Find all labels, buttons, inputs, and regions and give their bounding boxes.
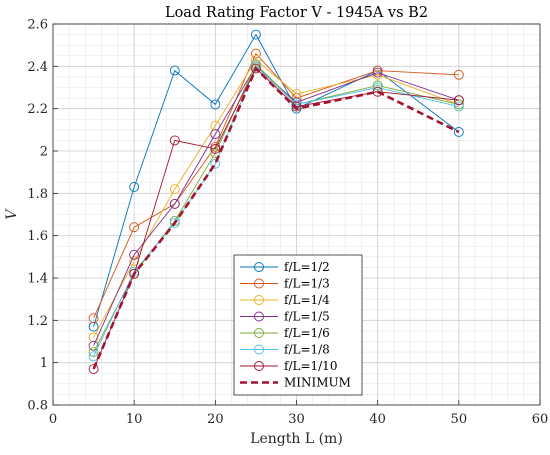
y-tick-label: 1 <box>40 356 48 371</box>
legend-label: f/L=1/4 <box>284 293 330 307</box>
data-point <box>88 313 99 324</box>
legend-label: f/L=1/8 <box>284 343 330 357</box>
x-tick-label: 40 <box>369 412 386 427</box>
x-tick-label: 0 <box>49 412 57 427</box>
data-point <box>129 268 140 279</box>
data-point <box>453 95 464 106</box>
data-point <box>372 67 383 78</box>
legend-swatch-marker <box>254 278 264 289</box>
data-point <box>210 158 221 169</box>
y-axis-ticks: 0.8 1 1.2 1.4 1.6 1.8 2 2.2 2.4 2.6 <box>27 18 58 414</box>
legend-swatch-marker <box>254 295 264 305</box>
legend-label: f/L=1/2 <box>284 260 330 274</box>
data-point <box>129 182 140 192</box>
series-f-l-1-10 <box>88 63 464 374</box>
series-minimum <box>92 66 460 370</box>
legend-entry: f/L=1/5 <box>240 310 330 324</box>
legend-label: f/L=1/5 <box>284 310 330 324</box>
data-point <box>129 249 140 260</box>
series-line <box>92 66 460 370</box>
series-line <box>93 67 459 370</box>
legend-label: f/L=1/6 <box>284 326 330 340</box>
data-point <box>129 222 140 233</box>
legend-box <box>233 254 363 396</box>
data-point <box>210 141 221 152</box>
chart-title: Load Rating Factor V - 1945A vs B2 <box>165 5 428 21</box>
data-point <box>291 101 302 112</box>
data-point <box>169 215 180 226</box>
y-tick-label: 1.6 <box>27 229 48 244</box>
data-point <box>453 101 464 112</box>
y-tick-label: 2.6 <box>27 18 48 33</box>
legend-swatch-marker <box>254 344 264 355</box>
y-tick-label: 2.4 <box>27 60 48 75</box>
legend-entry: f/L=1/8 <box>240 343 330 357</box>
data-point <box>210 120 221 131</box>
legend: f/L=1/2 f/L=1/3 f/L=1/4 f/L=1/5 f/L=1/6 f/L=1… <box>233 254 363 396</box>
y-tick-label: 2.2 <box>27 102 48 117</box>
data-point <box>88 321 99 332</box>
data-point <box>88 364 99 374</box>
data-point <box>210 143 221 154</box>
legend-swatch-marker <box>254 328 264 338</box>
legend-entry: f/L=1/6 <box>240 326 330 340</box>
data-point <box>169 135 180 146</box>
data-point <box>453 126 464 137</box>
legend-swatch-marker <box>254 311 264 322</box>
legend-swatch-marker <box>254 361 264 371</box>
legend-entry: f/L=1/10 <box>240 359 337 373</box>
data-point <box>88 340 99 351</box>
data-point <box>453 99 464 110</box>
x-tick-label: 30 <box>288 412 305 427</box>
data-point <box>210 129 221 140</box>
data-point <box>250 63 261 74</box>
data-point <box>129 256 140 267</box>
y-axis-label: V <box>4 208 20 220</box>
data-point <box>169 198 180 209</box>
x-axis-ticks: 0 10 20 30 40 50 60 <box>49 400 548 427</box>
data-point <box>453 69 464 80</box>
legend-swatch-marker <box>254 262 264 272</box>
legend-entry: f/L=1/2 <box>240 260 330 274</box>
data-point <box>88 332 99 343</box>
series-layer <box>88 29 464 374</box>
data-point <box>169 218 180 228</box>
data-point <box>88 347 99 358</box>
series-line <box>93 33 460 327</box>
y-tick-label: 1.8 <box>27 187 48 202</box>
legend-entry: f/L=1/4 <box>240 293 330 307</box>
x-tick-label: 50 <box>451 412 468 427</box>
data-point <box>372 80 383 91</box>
series-line <box>93 65 459 346</box>
y-tick-label: 1.2 <box>27 314 48 329</box>
y-tick-label: 1.4 <box>27 272 48 287</box>
x-axis-label: Length L (m) <box>250 431 343 447</box>
x-tick-label: 20 <box>207 412 224 427</box>
data-point <box>169 65 180 76</box>
data-point <box>250 29 261 40</box>
data-point <box>210 99 221 110</box>
legend-entry: MINIMUM <box>240 376 351 390</box>
legend-entry: f/L=1/3 <box>240 277 330 291</box>
data-point <box>291 88 302 99</box>
legend-label: f/L=1/3 <box>284 277 330 291</box>
y-tick-label: 0.8 <box>27 399 48 414</box>
data-point <box>169 184 180 195</box>
x-tick-label: 10 <box>126 412 143 427</box>
y-tick-label: 2 <box>40 145 48 160</box>
legend-label: MINIMUM <box>284 376 351 390</box>
data-point <box>250 48 261 59</box>
x-tick-label: 60 <box>532 412 549 427</box>
legend-label: f/L=1/10 <box>284 359 337 373</box>
